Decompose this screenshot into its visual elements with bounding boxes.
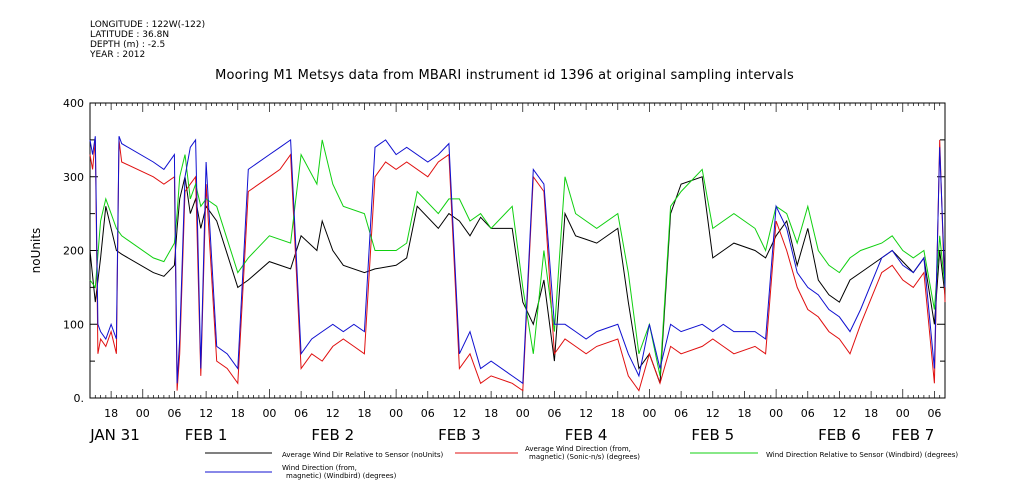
series-group xyxy=(89,136,946,392)
x-tick-label: 06 xyxy=(674,407,688,420)
x-tick-label: 06 xyxy=(547,407,561,420)
x-tick-label: 06 xyxy=(167,407,181,420)
x-tick-label: 18 xyxy=(864,407,878,420)
chart-title: Mooring M1 Metsys data from MBARI instru… xyxy=(215,68,794,83)
x-day-label: FEB 4 xyxy=(565,426,608,444)
x-tick-label: 06 xyxy=(294,407,308,420)
series-line-3 xyxy=(89,139,946,377)
legend-label-3: Wind Direction Relative to Sensor (Windb… xyxy=(766,451,958,459)
depth-label: DEPTH (m) : -2.5 xyxy=(90,40,166,50)
series-line-4 xyxy=(89,136,946,385)
legend-group: Average Wind Dir Relative to Sensor (noU… xyxy=(205,445,958,480)
x-tick-label: 12 xyxy=(706,407,720,420)
x-tick-label: 06 xyxy=(927,407,941,420)
x-tick-label: 06 xyxy=(801,407,815,420)
x-tick-label: 18 xyxy=(357,407,371,420)
year-label: YEAR : 2012 xyxy=(90,50,146,60)
x-tick-label: 12 xyxy=(579,407,593,420)
x-tick-label: 12 xyxy=(832,407,846,420)
x-tick-label: 00 xyxy=(262,407,276,420)
x-day-label: JAN 31 xyxy=(89,426,140,444)
x-tick-label: 18 xyxy=(104,407,118,420)
axes-group: 0. 100 200 300 400 noUnits 18 00 06 12 18 00 06 12 18 0… xyxy=(29,97,946,444)
x-tick-label: 12 xyxy=(199,407,213,420)
x-tick-label: 00 xyxy=(389,407,403,420)
series-line-1 xyxy=(89,176,946,384)
x-tick-label: 00 xyxy=(136,407,150,420)
legend-label-1: Average Wind Dir Relative to Sensor (noU… xyxy=(282,451,443,459)
x-tick-label: 12 xyxy=(452,407,466,420)
y-tick-label: 0. xyxy=(74,392,85,405)
x-day-label: FEB 6 xyxy=(818,426,861,444)
x-tick-label: 12 xyxy=(326,407,340,420)
x-tick-label: 00 xyxy=(769,407,783,420)
legend-label-2: Average Wind Direction (from, xyxy=(525,445,631,453)
longitude-label: LONGITUDE : 122W(-122) xyxy=(90,20,206,30)
x-tick-label: 18 xyxy=(611,407,625,420)
legend-label-4: magnetic) (Windbird) (degrees) xyxy=(286,472,397,480)
x-day-label: FEB 7 xyxy=(892,426,935,444)
x-tick-label: 00 xyxy=(516,407,530,420)
y-tick-label: 100 xyxy=(63,318,84,331)
x-tick-label: 18 xyxy=(231,407,245,420)
legend-label-2: magnetic) (Sonic-n/s) (degrees) xyxy=(529,453,640,461)
x-day-label: FEB 3 xyxy=(438,426,481,444)
y-axis-label: noUnits xyxy=(29,228,43,274)
x-day-label: FEB 5 xyxy=(691,426,734,444)
latitude-label: LATITUDE : 36.8N xyxy=(90,30,170,40)
metadata-block: LONGITUDE : 122W(-122) LATITUDE : 36.8N … xyxy=(90,20,205,60)
series-line-2 xyxy=(89,139,946,392)
y-tick-label: 200 xyxy=(63,245,84,258)
y-tick-label: 400 xyxy=(63,97,84,110)
legend-label-4: Wind Direction (from, xyxy=(282,464,357,472)
x-tick-label: 00 xyxy=(896,407,910,420)
x-day-label: FEB 2 xyxy=(311,426,354,444)
x-tick-label: 18 xyxy=(484,407,498,420)
x-tick-label: 00 xyxy=(642,407,656,420)
x-day-label: FEB 1 xyxy=(185,426,228,444)
y-tick-label: 300 xyxy=(63,171,84,184)
x-tick-label: 06 xyxy=(421,407,435,420)
x-tick-label: 18 xyxy=(737,407,751,420)
